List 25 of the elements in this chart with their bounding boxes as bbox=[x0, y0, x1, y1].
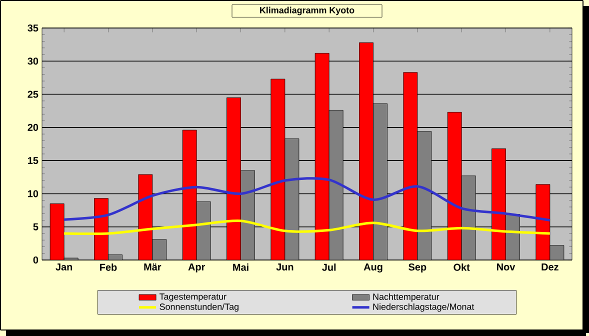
x-tick-label: Mär bbox=[144, 264, 162, 271]
x-tick-label: Feb bbox=[100, 264, 117, 271]
y-tick-label: 5 bbox=[33, 223, 38, 230]
y-tick-label: 30 bbox=[28, 58, 38, 65]
legend-label: Sonnenstunden/Tag bbox=[160, 303, 238, 312]
x-tick-label: Sep bbox=[408, 264, 426, 273]
x-tick-label: Okt bbox=[454, 264, 470, 271]
legend-label: Niederschlagstage/Monat bbox=[373, 303, 474, 312]
x-tick-label: Dez bbox=[542, 264, 558, 270]
y-tick-label: 10 bbox=[28, 190, 38, 198]
x-tick-label: Jun bbox=[276, 264, 294, 270]
y-tick-label: 35 bbox=[28, 24, 38, 32]
y-tick-label: 25 bbox=[28, 90, 38, 98]
legend-label: Nachttemperatur bbox=[373, 293, 440, 302]
x-tick-label: Mai bbox=[233, 264, 248, 271]
x-tick-label: Jul bbox=[322, 264, 336, 271]
y-tick-label: 0 bbox=[33, 256, 38, 264]
y-tick-label: 20 bbox=[28, 124, 38, 131]
legend-label: Tagestemperatur bbox=[159, 294, 226, 302]
y-tick-label: 15 bbox=[28, 157, 38, 164]
x-tick-label: Jan bbox=[56, 264, 72, 270]
x-tick-label: Aug bbox=[364, 264, 382, 272]
x-tick-label: Nov bbox=[497, 264, 516, 270]
chart-title: Klimadiagramm Kyoto bbox=[260, 6, 354, 16]
x-tick-label: Apr bbox=[188, 264, 206, 272]
